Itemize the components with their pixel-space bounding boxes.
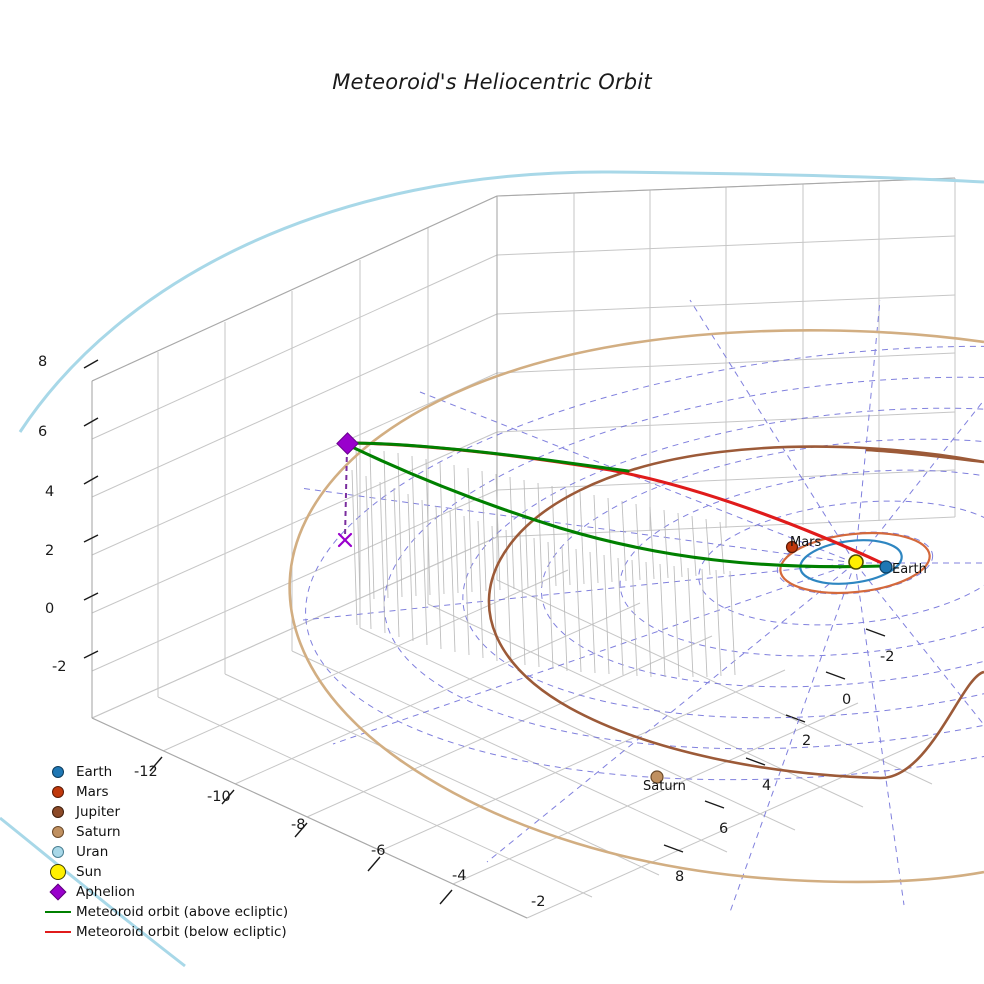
legend-item-meteoroid-below: Meteoroid orbit (below ecliptic) [40,922,300,942]
polar-grid [299,299,984,913]
earth-marker [879,560,893,574]
saturn-marker-icon [40,826,76,838]
legend-label-earth: Earth [76,764,113,780]
meteoroid-orbit-above-ecliptic-upper [348,441,630,473]
saturn-label: Saturn [643,779,686,794]
x-tick-minus2: -2 [531,894,546,910]
jupiter-marker-icon [40,806,76,818]
legend-item-uranus: Uran [40,842,300,862]
saturn-marker [650,770,664,784]
legend-item-sun: Sun [40,862,300,882]
legend-label-uranus: Uran [76,844,109,860]
sun-marker-icon [40,864,76,880]
legend-label-mars: Mars [76,784,109,800]
z-tick-4: 4 [45,484,55,500]
x-tick-minus8: -8 [291,817,306,833]
orbit-stem-lines [351,446,736,678]
legend-item-earth: Earth [40,762,300,782]
mars-label: Mars [790,535,822,550]
axis-tick-marks [83,359,886,905]
green-line-icon [40,911,76,913]
x-tick-minus12: -12 [134,764,158,780]
legend-item-jupiter: Jupiter [40,802,300,822]
y-tick-2: 2 [802,733,812,749]
y-tick-6: 6 [719,821,729,837]
aphelion-drop-line [344,447,348,539]
legend-item-mars: Mars [40,782,300,802]
z-tick-minus2: -2 [52,659,67,675]
legend-item-meteoroid-above: Meteoroid orbit (above ecliptic) [40,902,300,922]
legend-item-aphelion: Aphelion [40,882,300,902]
aphelion-ecliptic-x-marker [337,532,353,548]
legend-label-saturn: Saturn [76,824,121,840]
uranus-orbit [0,170,984,968]
x-tick-minus10: -10 [207,789,231,805]
x-tick-minus4: -4 [452,868,467,884]
mars-marker [785,540,799,554]
earth-marker-icon [40,766,76,778]
z-tick-0: 0 [45,601,55,617]
legend-label-meteoroid-above: Meteoroid orbit (above ecliptic) [76,904,289,920]
legend-item-saturn: Saturn [40,822,300,842]
mars-orbit [779,532,931,594]
earth-label: Earth [892,562,927,577]
meteoroid-orbit-above-ecliptic-lower [348,444,886,569]
legend-label-aphelion: Aphelion [76,884,135,900]
mars-marker-icon [40,786,76,798]
sun-marker [848,554,864,570]
legend-label-sun: Sun [76,864,102,880]
aphelion-marker [336,432,359,455]
axes-box-edges [91,177,956,919]
x-tick-minus6: -6 [371,843,386,859]
jupiter-orbit [487,445,984,780]
y-tick-4: 4 [762,778,772,794]
z-tick-8: 8 [38,354,48,370]
y-tick-0: 0 [842,692,852,708]
earth-orbit [799,539,903,585]
uranus-marker-icon [40,846,76,858]
legend: Earth Mars Jupiter Saturn Uran [40,762,300,942]
z-tick-2: 2 [45,543,55,559]
z-tick-6: 6 [38,424,48,440]
y-tick-8: 8 [675,869,685,885]
saturn-orbit [288,329,984,884]
red-line-icon [40,931,76,933]
aphelion-marker-icon [40,883,76,901]
y-tick-minus2: -2 [880,649,895,665]
legend-label-jupiter: Jupiter [76,804,121,820]
page-title: Meteoroid's Heliocentric Orbit [332,70,652,94]
legend-label-meteoroid-below: Meteoroid orbit (below ecliptic) [76,924,287,940]
